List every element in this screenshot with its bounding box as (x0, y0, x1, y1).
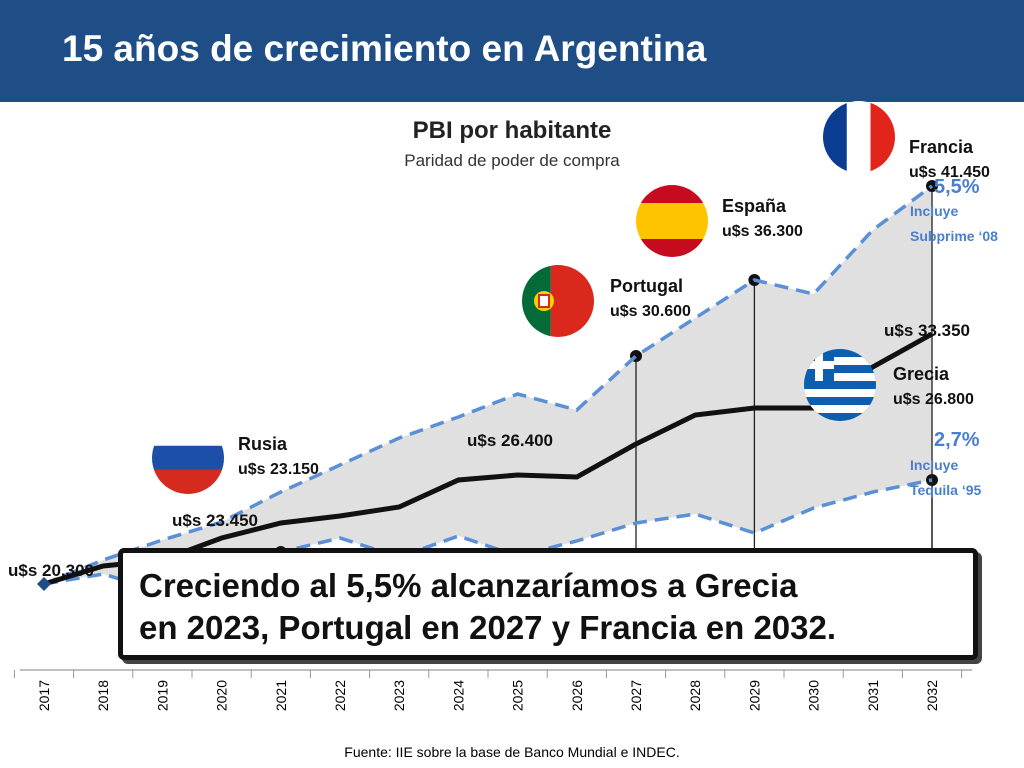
series-lower-line (43, 478, 933, 594)
x-tick-label: 2032 (924, 680, 940, 711)
x-tick-label: 2021 (273, 680, 289, 711)
page-title: 15 años de crecimiento en Argentina (62, 28, 707, 69)
flag-españa-icon (636, 185, 708, 257)
x-tick-label: 2031 (865, 680, 881, 711)
band-area (44, 186, 932, 592)
callout-text: Creciendo al 5,5% alcanzaríamos a Grecia… (139, 565, 965, 649)
flag-stripe (152, 469, 224, 494)
x-tick-label: 2026 (569, 680, 585, 711)
header-bar: 15 años de crecimiento en Argentina (0, 0, 1024, 102)
country-value: u$s 23.150 (238, 461, 319, 478)
flag-cross-v (815, 349, 823, 381)
flag-francia-icon (823, 101, 895, 173)
x-tick-label: 2018 (95, 680, 111, 711)
country-name: Grecia (893, 364, 950, 384)
flag-stripe (870, 101, 895, 173)
x-tick-label: 2019 (154, 680, 170, 711)
flag-stripe (636, 239, 708, 257)
callout-line-2: en 2023, Portugal en 2027 y Francia en 2… (139, 609, 837, 646)
x-tick-label: 2024 (450, 680, 466, 711)
upper-note-label: Incluye (910, 203, 958, 219)
value-label: u$s 26.400 (467, 431, 553, 450)
chart-subtitle: Paridad de poder de compra (404, 151, 620, 170)
country-name: Portugal (610, 276, 683, 296)
flag-stripe (823, 101, 848, 173)
chart-title: PBI por habitante (413, 117, 612, 144)
value-label: u$s 33.350 (884, 321, 970, 340)
flag-stripe (636, 203, 708, 239)
country-value: u$s 41.450 (909, 164, 990, 181)
x-tick-label: 2027 (628, 680, 644, 711)
upper-rate-label: 5,5% (934, 176, 980, 198)
x-tick-label: 2029 (746, 680, 762, 711)
flag-stripe (804, 373, 876, 381)
x-tick-label: 2028 (687, 680, 703, 711)
x-tick-label: 2022 (332, 680, 348, 711)
flag-stripe (550, 265, 594, 337)
country-value: u$s 30.600 (610, 303, 691, 320)
flag-stripe (152, 422, 224, 447)
flag-stripe (846, 101, 872, 173)
flag-stripe (636, 185, 708, 203)
lower-note-label: Tequila ‘95 (910, 482, 982, 498)
flag-stripe (804, 405, 876, 413)
lower-rate-label: 2,7% (934, 429, 980, 451)
x-tick-label: 2023 (391, 680, 407, 711)
country-value: u$s 36.300 (722, 223, 803, 240)
value-label: u$s 23.450 (172, 511, 258, 530)
flag-emblem-shield (538, 294, 550, 308)
flag-stripe (152, 445, 224, 471)
upper-note-label: Subprime ‘08 (910, 228, 998, 244)
country-name: Francia (909, 137, 974, 157)
source-note: Fuente: IIE sobre la base de Banco Mundi… (344, 744, 680, 760)
x-tick-label: 2017 (36, 680, 52, 711)
x-tick-label: 2030 (806, 680, 822, 711)
series-upper-line (43, 184, 934, 586)
x-tick-label: 2020 (214, 680, 230, 711)
country-name: España (722, 196, 787, 216)
country-name: Rusia (238, 434, 288, 454)
flag-rusia-icon (152, 422, 224, 494)
plot-area: 2017 2018 2019 2020 2021 2022 2023 2024 2025 2026… (8, 101, 998, 711)
start-marker (37, 577, 51, 591)
country-value: u$s 26.800 (893, 391, 974, 408)
flag-stripe (804, 389, 876, 397)
x-tick-label: 2025 (510, 680, 526, 711)
flag-grecia-icon (804, 349, 876, 421)
callout-box: Creciendo al 5,5% alcanzaríamos a Grecia… (118, 548, 978, 660)
lower-note-label: Incluye (910, 457, 958, 473)
flag-portugal-icon (522, 265, 594, 337)
callout-line-1: Creciendo al 5,5% alcanzaríamos a Grecia (139, 567, 798, 604)
value-label: u$s 20.300 (8, 561, 94, 580)
flag-stripe (804, 357, 876, 365)
